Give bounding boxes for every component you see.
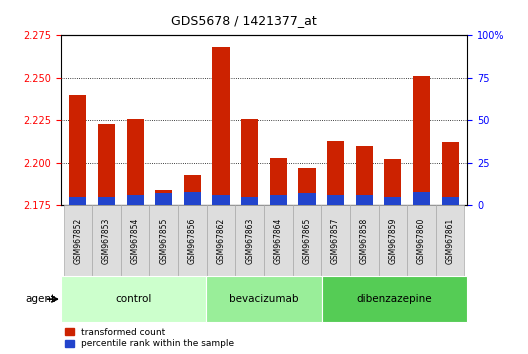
Text: GSM967862: GSM967862 — [216, 218, 225, 264]
Bar — [327, 141, 344, 205]
Bar — [413, 192, 430, 205]
Bar — [327, 195, 344, 205]
Bar — [212, 47, 230, 205]
Bar — [384, 159, 401, 205]
Text: GDS5678 / 1421377_at: GDS5678 / 1421377_at — [171, 14, 317, 27]
Bar — [63, 205, 92, 276]
Bar — [206, 276, 322, 322]
Bar — [127, 195, 144, 205]
Bar — [98, 124, 115, 205]
Text: GSM967864: GSM967864 — [274, 217, 283, 264]
Text: GSM967858: GSM967858 — [360, 218, 369, 264]
Text: GSM967861: GSM967861 — [446, 218, 455, 264]
Text: GSM967853: GSM967853 — [102, 217, 111, 264]
Bar — [207, 205, 235, 276]
Bar — [322, 276, 467, 322]
Text: control: control — [115, 294, 152, 304]
Bar — [293, 205, 321, 276]
Text: GSM967856: GSM967856 — [188, 217, 197, 264]
Bar — [92, 205, 121, 276]
Legend: transformed count, percentile rank within the sample: transformed count, percentile rank withi… — [65, 328, 234, 348]
Text: GSM967855: GSM967855 — [159, 217, 168, 264]
Bar — [270, 195, 287, 205]
Text: GSM967852: GSM967852 — [73, 218, 82, 264]
Bar — [155, 190, 172, 205]
Bar — [270, 158, 287, 205]
Bar — [149, 205, 178, 276]
Bar — [298, 168, 316, 205]
Bar — [184, 192, 201, 205]
Bar — [350, 205, 379, 276]
Bar — [69, 95, 87, 205]
Bar — [127, 119, 144, 205]
Text: agent: agent — [25, 294, 55, 304]
Bar — [184, 175, 201, 205]
Bar — [98, 197, 115, 205]
Text: bevacizumab: bevacizumab — [229, 294, 299, 304]
Text: GSM967860: GSM967860 — [417, 217, 426, 264]
Bar — [356, 146, 373, 205]
Bar — [441, 142, 459, 205]
Bar — [69, 197, 87, 205]
Bar — [356, 195, 373, 205]
Bar — [264, 205, 293, 276]
Bar — [235, 205, 264, 276]
Text: GSM967865: GSM967865 — [303, 217, 312, 264]
Bar — [298, 193, 316, 205]
Bar — [155, 193, 172, 205]
Text: GSM967854: GSM967854 — [130, 217, 140, 264]
Bar — [379, 205, 407, 276]
Text: dibenzazepine: dibenzazepine — [357, 294, 432, 304]
Text: GSM967863: GSM967863 — [245, 217, 254, 264]
Bar — [212, 195, 230, 205]
Bar — [436, 205, 465, 276]
Bar — [441, 197, 459, 205]
Bar — [121, 205, 149, 276]
Bar — [61, 276, 206, 322]
Bar — [407, 205, 436, 276]
Text: GSM967857: GSM967857 — [331, 217, 340, 264]
Bar — [413, 76, 430, 205]
Bar — [241, 119, 258, 205]
Text: GSM967859: GSM967859 — [388, 217, 398, 264]
Bar — [321, 205, 350, 276]
Bar — [384, 197, 401, 205]
Bar — [178, 205, 207, 276]
Bar — [241, 197, 258, 205]
